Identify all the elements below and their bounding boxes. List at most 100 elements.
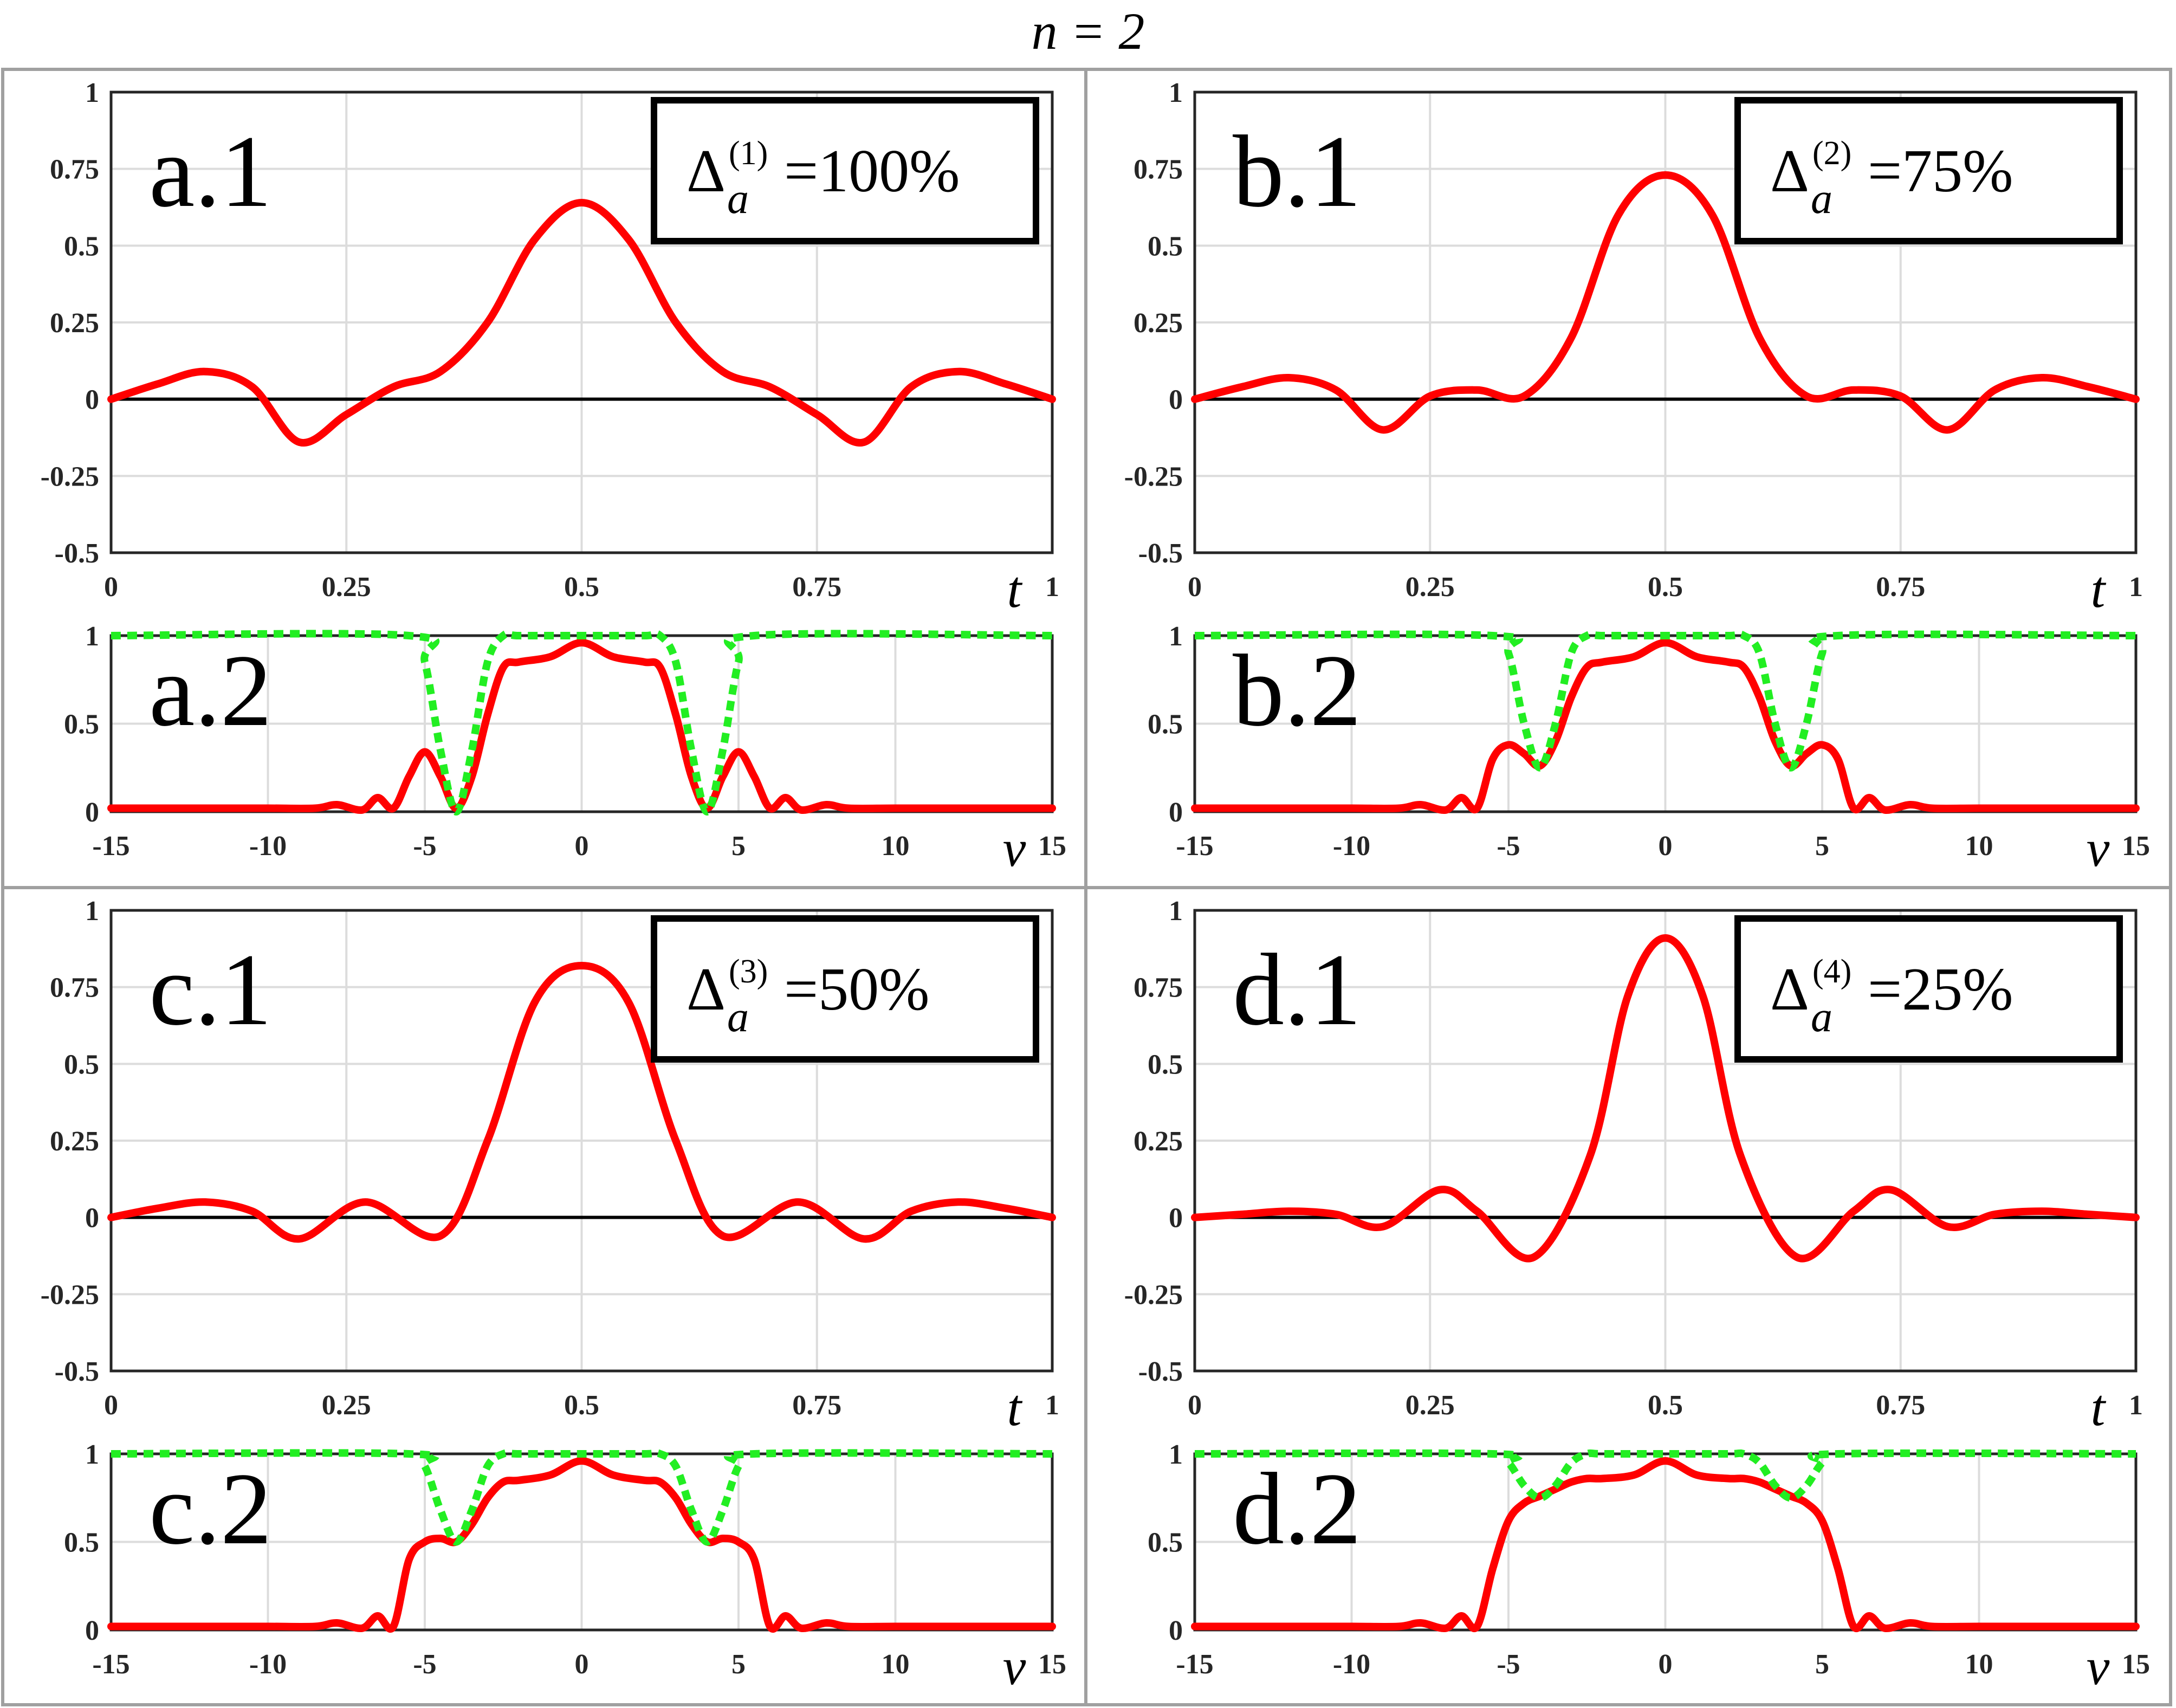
x-tick-label: -15 (92, 831, 129, 862)
legend-box (651, 97, 1039, 244)
y-tick-label: 0.75 (50, 973, 99, 1004)
x-tick-label: 0.75 (1876, 572, 1925, 603)
y-tick-label: 0 (85, 797, 99, 828)
x-tick-label: -5 (1497, 1649, 1520, 1680)
x-tick-label: 0.75 (1876, 1390, 1925, 1421)
series-line-spectrum (107, 639, 1056, 814)
axes-box (1193, 1452, 2138, 1632)
y-tick-label: 0.25 (50, 1126, 99, 1157)
y-tick-label: 0.25 (1134, 1126, 1183, 1157)
figure-title: n = 2 (1032, 2, 1145, 60)
y-tick-label: -0.25 (41, 1279, 99, 1310)
x-axis-label: ν (2087, 1638, 2110, 1696)
x-tick-label: -15 (92, 1649, 129, 1680)
legend-box (1734, 915, 2123, 1063)
axes-box (109, 909, 1054, 1373)
x-axis-label: t (2091, 1379, 2107, 1437)
x-tick-label: 5 (1815, 831, 1829, 862)
x-tick-label: 5 (731, 1649, 746, 1680)
y-tick-label: 0 (85, 1615, 99, 1646)
panel-label: d.2 (1233, 1452, 1362, 1566)
x-tick-label: 15 (1038, 831, 1066, 862)
legend-superscript: (3) (729, 953, 768, 990)
x-tick-label: 10 (1965, 1649, 1993, 1680)
x-tick-label: 15 (2122, 831, 2150, 862)
y-tick-label: 0.5 (1148, 709, 1183, 740)
legend-value: =75% (1868, 138, 2013, 205)
x-axis-label: ν (1003, 819, 1026, 877)
legend-box (1734, 97, 2123, 244)
series-line-signal (1191, 934, 2140, 1263)
legend-value: =100% (784, 138, 960, 205)
series-line-window (111, 630, 1053, 816)
x-tick-label: 0 (1659, 1649, 1673, 1680)
y-tick-label: 1 (85, 896, 99, 927)
x-tick-label: -10 (1333, 1649, 1370, 1680)
legend: Δ (4)a =25% (1734, 915, 2123, 1063)
y-tick-label: 0.5 (64, 709, 99, 740)
x-tick-label: 0 (104, 1390, 118, 1421)
x-tick-label: 0.25 (322, 1390, 371, 1421)
axes-box (1193, 909, 2138, 1373)
x-tick-label: 0.75 (792, 1390, 841, 1421)
x-tick-label: 0 (1659, 831, 1673, 862)
x-axis-label: ν (1003, 1638, 1026, 1696)
axes-b.2: -15 -10 -5 0 5 10 15 0 0.5 1 ν b.2 (1148, 621, 2150, 877)
panel-label: b.2 (1233, 634, 1362, 748)
y-tick-label: 1 (1169, 621, 1183, 652)
series-line-spectrum (107, 1457, 1056, 1633)
legend-subscript: a (1811, 175, 1832, 223)
x-tick-label: 5 (731, 831, 746, 862)
x-tick-label: 0 (575, 831, 589, 862)
axes-c.2: -15 -10 -5 0 5 10 15 0 0.5 1 ν c.2 (64, 1439, 1066, 1696)
y-tick-label: 0.5 (64, 1528, 99, 1558)
x-tick-label: 0.5 (1648, 572, 1683, 603)
legend: Δ (1)a =100% (651, 97, 1039, 244)
y-tick-label: 1 (85, 77, 99, 108)
y-tick-label: 1 (1169, 77, 1183, 108)
x-tick-label: 10 (882, 831, 910, 862)
x-tick-label: 0 (1188, 1390, 1202, 1421)
panel-label: a.1 (149, 115, 272, 229)
y-tick-label: 0 (1169, 797, 1183, 828)
legend-box (651, 915, 1039, 1063)
x-tick-label: -5 (1497, 831, 1520, 862)
x-tick-label: -10 (249, 1649, 287, 1680)
x-tick-label: 0 (575, 1649, 589, 1680)
y-tick-label: 1 (85, 621, 99, 652)
legend-symbol: Δ (1770, 138, 1809, 205)
y-tick-label: 0 (85, 1203, 99, 1234)
y-tick-label: 0.5 (64, 231, 99, 262)
series-line-spectrum (1191, 639, 2140, 814)
x-tick-label: 0.25 (322, 572, 371, 603)
axes-d.2: -15 -10 -5 0 5 10 15 0 0.5 1 ν d.2 (1148, 1439, 2150, 1696)
panel-label: d.1 (1233, 933, 1362, 1047)
y-tick-label: 0 (1169, 1203, 1183, 1234)
legend-value: =25% (1868, 956, 2013, 1023)
y-tick-label: -0.5 (1138, 538, 1183, 569)
x-tick-label: 1 (2129, 572, 2143, 603)
legend: Δ (3)a =50% (651, 915, 1039, 1063)
panel-frame (1084, 886, 2172, 1706)
x-tick-label: 0.25 (1406, 1390, 1455, 1421)
x-tick-label: -5 (413, 831, 436, 862)
x-tick-label: 1 (1045, 1390, 1059, 1421)
y-tick-label: 1 (1169, 1439, 1183, 1470)
x-tick-label: 15 (1038, 1649, 1066, 1680)
y-tick-label: 0.75 (50, 154, 99, 185)
panel-frames (1, 68, 2172, 1706)
axes-box (1193, 90, 2138, 554)
x-tick-label: -15 (1176, 1649, 1213, 1680)
legend-symbol: Δ (687, 956, 726, 1023)
legend-superscript: (4) (1812, 953, 1851, 990)
legend: Δ (2)a =75% (1734, 97, 2123, 244)
y-tick-label: -0.25 (1124, 1279, 1183, 1310)
y-tick-label: 0.5 (1148, 1049, 1183, 1080)
x-axis-label: t (1007, 560, 1023, 618)
panel-label: b.1 (1233, 115, 1362, 229)
